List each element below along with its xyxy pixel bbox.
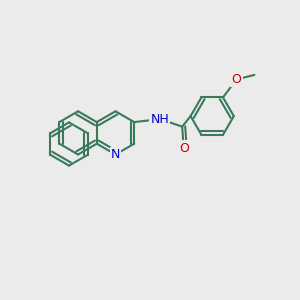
Text: O: O: [232, 73, 242, 86]
Text: NH: NH: [150, 112, 169, 126]
Text: O: O: [179, 142, 189, 155]
Text: N: N: [111, 148, 120, 161]
